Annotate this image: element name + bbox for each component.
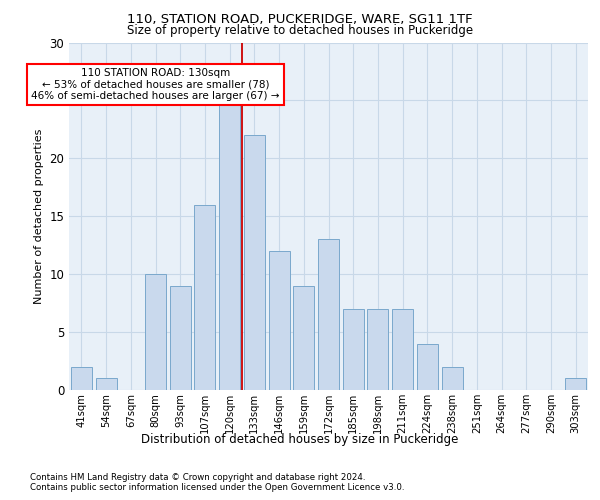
Bar — [417, 344, 438, 390]
Bar — [145, 274, 166, 390]
Bar — [71, 367, 92, 390]
Bar — [565, 378, 586, 390]
Bar — [367, 309, 388, 390]
Bar — [244, 135, 265, 390]
Bar — [343, 309, 364, 390]
Text: Contains HM Land Registry data © Crown copyright and database right 2024.: Contains HM Land Registry data © Crown c… — [30, 472, 365, 482]
Text: Size of property relative to detached houses in Puckeridge: Size of property relative to detached ho… — [127, 24, 473, 37]
Bar — [194, 204, 215, 390]
Y-axis label: Number of detached properties: Number of detached properties — [34, 128, 44, 304]
Text: 110 STATION ROAD: 130sqm
← 53% of detached houses are smaller (78)
46% of semi-d: 110 STATION ROAD: 130sqm ← 53% of detach… — [31, 68, 280, 101]
Text: Contains public sector information licensed under the Open Government Licence v3: Contains public sector information licen… — [30, 484, 404, 492]
Text: Distribution of detached houses by size in Puckeridge: Distribution of detached houses by size … — [142, 432, 458, 446]
Bar — [95, 378, 116, 390]
Bar — [318, 240, 339, 390]
Bar — [269, 251, 290, 390]
Bar — [219, 100, 240, 390]
Text: 110, STATION ROAD, PUCKERIDGE, WARE, SG11 1TF: 110, STATION ROAD, PUCKERIDGE, WARE, SG1… — [127, 12, 473, 26]
Bar — [442, 367, 463, 390]
Bar — [170, 286, 191, 390]
Bar — [392, 309, 413, 390]
Bar — [293, 286, 314, 390]
